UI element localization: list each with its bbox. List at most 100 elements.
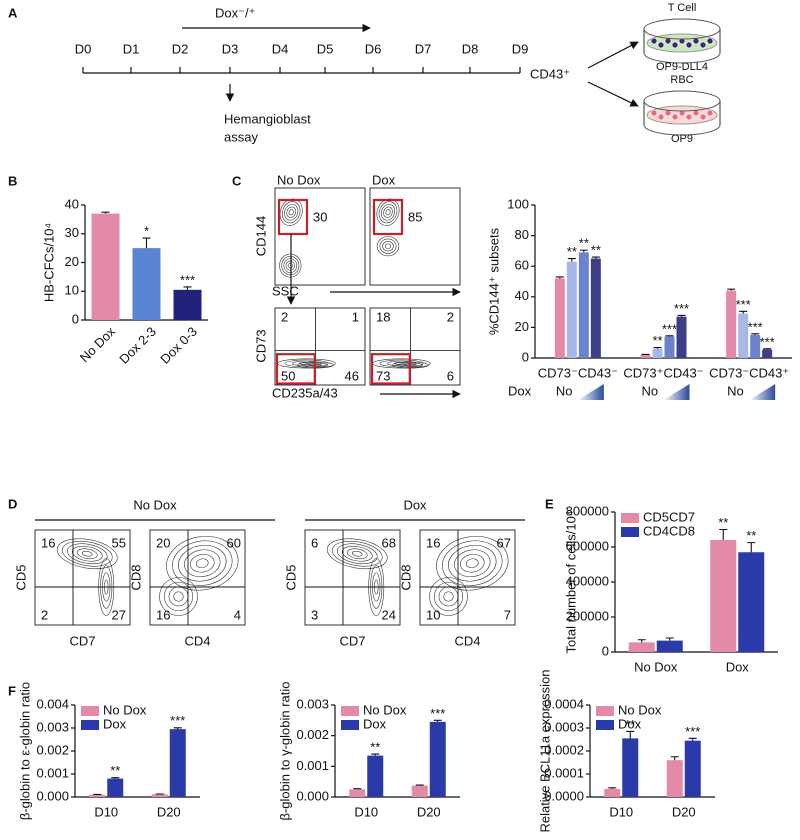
x-tick-label: Dox 0-3	[157, 324, 200, 367]
y-tick-label: 60	[515, 258, 529, 273]
gate	[277, 198, 309, 236]
culture-arrow	[587, 41, 639, 69]
y-tick-label: 10	[65, 283, 79, 298]
contour	[159, 577, 198, 616]
y-tick-label: 0.003	[296, 696, 329, 711]
cell	[671, 113, 679, 121]
axis-label: CD8	[128, 564, 143, 590]
y-tick-label: 600000	[566, 538, 609, 553]
y-tick-label: 0	[522, 349, 529, 364]
cell	[657, 41, 665, 49]
bar	[107, 778, 124, 797]
error-bar	[433, 719, 442, 722]
bar	[89, 794, 106, 797]
legend-label: Dox	[363, 716, 387, 731]
contour	[382, 241, 394, 252]
quadrant-value: 73	[376, 368, 390, 383]
contour	[465, 558, 479, 569]
y-tick-label: 0.004	[36, 696, 69, 711]
panel-letter: F	[8, 683, 16, 698]
bar	[367, 755, 384, 797]
contour	[284, 359, 329, 368]
axis-label: CD4	[184, 633, 210, 648]
y-tick-label: 40	[515, 288, 529, 303]
contour	[379, 359, 424, 368]
contour	[283, 258, 298, 273]
y-tick-label: 0.0001	[544, 765, 584, 780]
y-tick-label: 400000	[566, 573, 609, 588]
panel-letter: A	[8, 5, 18, 20]
contour	[341, 545, 373, 562]
contour	[443, 591, 454, 602]
contour	[378, 201, 398, 224]
y-tick-label: 0.0004	[544, 696, 584, 711]
assay-label: Hemangioblast	[224, 111, 311, 126]
panel-letter: D	[8, 496, 17, 511]
significance: ***	[430, 706, 445, 721]
cell	[706, 37, 714, 45]
quadrant-value: 16	[41, 535, 55, 550]
y-tick-label: 0.0003	[544, 719, 584, 734]
x-tick-label: CD73⁻CD43⁻	[538, 365, 618, 380]
quadrant-value: 20	[156, 535, 170, 550]
bar	[622, 738, 639, 797]
cell	[678, 37, 686, 45]
error-bar	[670, 756, 679, 761]
significance: **	[370, 740, 380, 755]
cell	[685, 41, 693, 49]
gradient-low: No	[642, 383, 659, 398]
contour	[429, 577, 468, 616]
contour	[336, 543, 378, 565]
legend-label: CD4CD8	[643, 523, 695, 538]
y-tick-label: 30	[65, 225, 79, 240]
error-bar	[626, 730, 635, 739]
contour	[56, 538, 118, 570]
x-tick-label: D10	[94, 804, 118, 819]
bar	[169, 729, 186, 797]
significance: ***	[685, 724, 700, 739]
contour	[442, 540, 503, 586]
cell	[650, 109, 658, 117]
error-bar	[763, 348, 772, 350]
y-axis-label: Total number of cells/10⁴	[563, 511, 578, 654]
error-bar	[183, 286, 192, 290]
significance: ***	[760, 334, 775, 349]
significance: **	[110, 763, 120, 778]
quadrant-value: 1	[352, 309, 359, 324]
y-tick-label: 0.002	[36, 742, 69, 757]
significance: **	[718, 515, 728, 530]
gradient-title: Dox	[508, 383, 532, 398]
y-tick-label: 0.0002	[544, 742, 584, 757]
bar	[151, 794, 168, 797]
quadrant-value: 6	[311, 535, 318, 550]
contour	[346, 548, 368, 560]
x-tick-label: Dox	[726, 659, 750, 674]
x-tick-label: D20	[157, 804, 181, 819]
day-label: D6	[365, 41, 382, 56]
contour	[436, 536, 509, 591]
contour	[284, 203, 299, 221]
error-bar	[579, 249, 588, 253]
y-axis-label: β-globin to γ-globin ratio	[277, 682, 292, 821]
contour	[454, 549, 491, 578]
bar	[738, 313, 749, 358]
bar	[566, 261, 577, 358]
treatment-label: Dox⁻/⁺	[215, 5, 255, 20]
y-tick-label: 0.0000	[544, 788, 584, 803]
y-axis-label: β-globin to ε-globin ratio	[17, 682, 32, 820]
axis-label: CD5	[13, 564, 28, 590]
culture-label: OP9	[671, 133, 693, 145]
contour	[163, 581, 194, 612]
day-label: D4	[272, 41, 289, 56]
quadrant-value: 46	[345, 368, 359, 383]
legend-label: Dox	[618, 716, 642, 731]
y-axis-label: HB-CFCs/10⁴	[41, 223, 56, 302]
cell	[685, 113, 693, 121]
contour	[376, 236, 400, 257]
plot-frame	[419, 529, 516, 626]
bar	[91, 213, 120, 320]
quadrant-value: 27	[112, 607, 126, 622]
significance: **	[591, 242, 601, 257]
dish-rim	[643, 18, 721, 40]
